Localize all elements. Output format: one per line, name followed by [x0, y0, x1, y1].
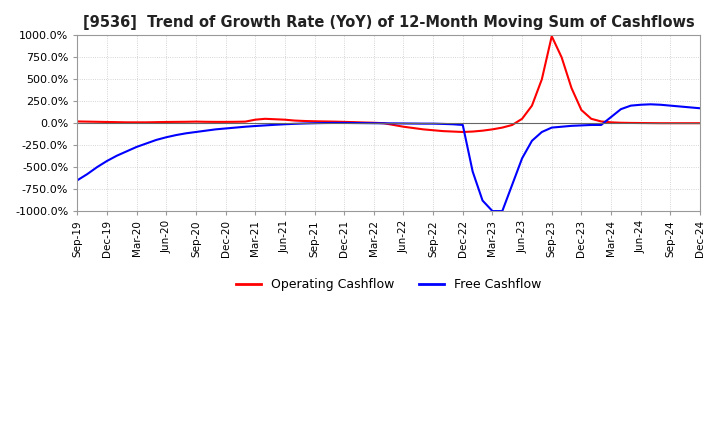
Title: [9536]  Trend of Growth Rate (YoY) of 12-Month Moving Sum of Cashflows: [9536] Trend of Growth Rate (YoY) of 12-…: [83, 15, 695, 30]
Legend: Operating Cashflow, Free Cashflow: Operating Cashflow, Free Cashflow: [231, 273, 546, 296]
